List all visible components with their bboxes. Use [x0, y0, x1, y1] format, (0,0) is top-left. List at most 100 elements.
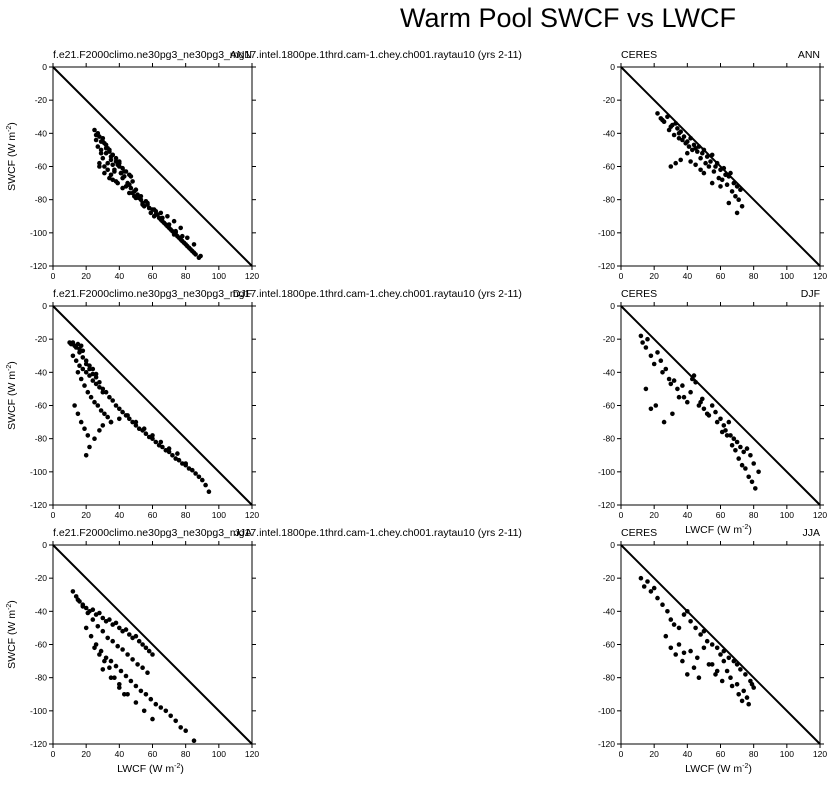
scatter-panel-right-row3: 0 20 40 60 80 100 120 0 -20 -40 -60 -80 -100 -120 CERE… [598, 527, 827, 775]
panel-left-label: CERES [621, 288, 657, 300]
y-tick-label: 0 [42, 301, 47, 311]
data-point [200, 477, 205, 483]
y-tick-label: -60 [35, 640, 48, 650]
data-point [193, 471, 198, 476]
y-tick-label: -60 [35, 401, 48, 411]
x-tick-label: 120 [813, 749, 827, 759]
data-point [665, 609, 670, 614]
data-point [736, 197, 741, 202]
data-point [90, 371, 96, 377]
x-axis-label-close: ) [748, 524, 752, 536]
data-point [122, 169, 127, 174]
data-point [117, 159, 122, 164]
y-axis-label-text: SWCF (W m [6, 132, 18, 191]
data-point [85, 610, 91, 616]
data-point [100, 155, 106, 161]
data-point [77, 350, 82, 355]
data-point [90, 366, 96, 372]
data-point [138, 197, 144, 202]
data-point [709, 152, 715, 158]
y-tick-label: -100 [598, 706, 615, 716]
data-point [696, 675, 702, 680]
data-point [173, 718, 178, 724]
data-point [103, 146, 109, 151]
data-point [660, 117, 665, 123]
data-point [133, 423, 139, 428]
data-point [688, 159, 693, 164]
data-point [726, 419, 732, 425]
data-point [153, 212, 159, 217]
data-point [640, 340, 645, 345]
data-point [185, 235, 190, 241]
data-point [125, 652, 130, 657]
data-point [136, 638, 142, 644]
data-point [178, 725, 183, 730]
y-tick-label: 0 [610, 62, 615, 72]
data-point [721, 423, 727, 428]
data-point [150, 436, 155, 442]
data-point [673, 160, 678, 166]
data-point [107, 665, 112, 670]
figure-title: Warm Pool SWCF vs LWCF [400, 3, 736, 33]
y-tick-label: -40 [603, 367, 616, 377]
data-point [736, 692, 741, 697]
data-point [168, 227, 173, 232]
data-point [102, 170, 107, 176]
data-point [83, 370, 89, 375]
data-point [108, 157, 114, 163]
data-point [731, 436, 737, 442]
panel-left-label: f.e21.F2000climo.ne30pg3_ne30pg3_mg17.in… [53, 288, 522, 300]
data-point [638, 333, 644, 339]
data-point [92, 127, 97, 133]
data-point [190, 467, 195, 473]
data-point [120, 175, 125, 181]
data-point [107, 394, 112, 400]
y-tick-label: -100 [598, 467, 615, 477]
data-point [671, 622, 677, 627]
data-point [711, 169, 717, 174]
y-tick-label: -120 [598, 739, 615, 749]
data-point [103, 389, 109, 395]
x-tick-label: 20 [81, 271, 91, 281]
data-point [138, 194, 144, 199]
x-tick-label: 60 [716, 271, 726, 281]
data-point [148, 696, 154, 702]
data-point [125, 692, 130, 697]
data-point [103, 142, 109, 148]
data-point [663, 366, 669, 372]
data-point [117, 406, 122, 412]
data-point [714, 160, 720, 166]
data-point [72, 403, 77, 408]
data-point [746, 474, 751, 480]
data-point [166, 449, 172, 455]
data-point [698, 167, 703, 173]
data-point [158, 705, 164, 710]
data-point [701, 170, 707, 176]
data-point [706, 164, 712, 169]
panel-season-label: JJA [234, 527, 252, 539]
data-point [80, 604, 86, 609]
x-tick-label: 0 [51, 271, 56, 281]
data-point [701, 645, 707, 651]
data-point [696, 144, 702, 149]
data-point [82, 426, 87, 432]
data-point [141, 708, 147, 714]
y-axis-label-exponent: -2 [6, 604, 13, 610]
data-point [731, 658, 737, 664]
data-point [641, 584, 647, 589]
data-point [665, 114, 670, 120]
data-point [87, 444, 92, 450]
data-point [718, 184, 723, 189]
y-tick-label: -20 [603, 95, 616, 105]
x-tick-label: 0 [619, 749, 624, 759]
data-point [668, 617, 674, 622]
y-tick-label: -120 [598, 261, 615, 271]
data-point [150, 433, 155, 438]
data-point [713, 409, 718, 415]
x-tick-label: 120 [813, 510, 827, 520]
data-point [671, 378, 677, 383]
x-tick-label: 120 [245, 510, 259, 520]
data-point [181, 240, 187, 246]
scatter-panel-left-row1: 0 20 40 60 80 100 120 0 -20 -40 -60 -80 -100 -120 f.e2… [6, 49, 522, 281]
y-tick-label: -120 [30, 739, 47, 749]
